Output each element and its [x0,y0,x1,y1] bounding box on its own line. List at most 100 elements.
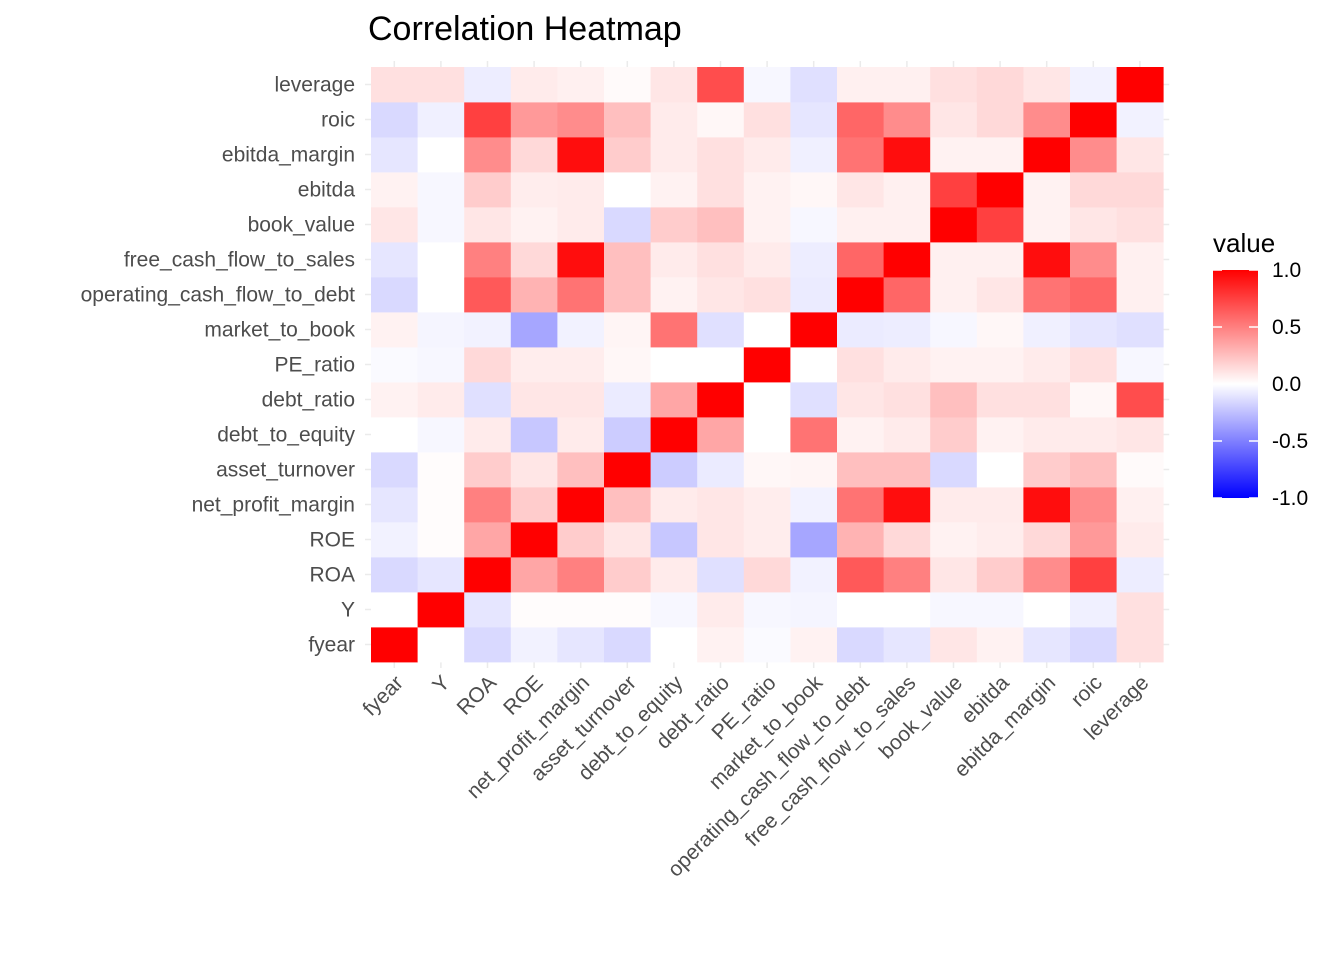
heatmap-cell-debt_ratio-ebitda_margin [697,137,745,173]
heatmap-cell-roic-ebitda [1070,172,1117,208]
heatmap-cell-book_value-ebitda [930,172,978,208]
heatmap-cell-debt_to_equity-ROA [650,557,698,593]
heatmap-cell-book_value-net_profit_margin [930,487,978,523]
heatmap-cell-ebitda-ROA [976,557,1024,593]
heatmap-cell-debt_ratio-debt_to_equity [697,417,745,453]
heatmap-cell-ROE-debt_to_equity [510,417,558,453]
heatmap-cell-net_profit_margin-roic [557,102,605,138]
y-tick-label: market_to_book [204,319,355,342]
heatmap-cell-Y-free_cash_flow_to_sales [417,242,465,278]
heatmap-cell-book_value-fyear [930,627,978,663]
heatmap-cell-debt_to_equity-debt_ratio [650,382,698,418]
heatmap-cell-asset_turnover-debt_ratio [604,382,651,418]
heatmap-cell-ebitda-Y [976,592,1024,628]
heatmap-cell-net_profit_margin-fyear [557,627,605,663]
heatmap-cell-ROA-debt_to_equity [464,417,512,453]
x-tick-label: Y [428,671,454,697]
heatmap-cell-net_profit_margin-leverage [557,67,605,103]
heatmap-cell-market_to_book-debt_to_equity [790,417,838,453]
heatmap-cell-operating_cash_flow_to_debt-net_profit_margin [837,487,884,523]
heatmap-cell-asset_turnover-ebitda [604,172,651,208]
heatmap-cell-free_cash_flow_to_sales-ebitda [883,172,931,208]
heatmap-cell-roic-fyear [1070,627,1117,663]
heatmap-cell-roic-asset_turnover [1070,452,1117,488]
heatmap-cell-leverage-PE_ratio [1116,347,1164,383]
heatmap-cell-ebitda-book_value [976,207,1024,243]
heatmap-cell-ebitda_margin-ebitda [1023,172,1071,208]
heatmap-cell-net_profit_margin-net_profit_margin [557,487,605,523]
heatmap-cell-debt_to_equity-ROE [650,522,698,558]
heatmap-cell-market_to_book-asset_turnover [790,452,838,488]
heatmap-cell-operating_cash_flow_to_debt-ebitda [837,172,884,208]
heatmap-cell-Y-fyear [417,627,465,663]
heatmap-cell-fyear-asset_turnover [371,452,418,488]
heatmap-cell-market_to_book-ebitda_margin [790,137,838,173]
heatmap-cell-roic-free_cash_flow_to_sales [1070,242,1117,278]
x-tick-label: ROA [453,671,501,719]
heatmap-cell-PE_ratio-ebitda_margin [743,137,791,173]
heatmap-cell-market_to_book-ebitda [790,172,838,208]
heatmap-cell-ROE-fyear [510,627,558,663]
heatmap-cell-debt_ratio-asset_turnover [697,452,745,488]
heatmap-cell-debt_ratio-fyear [697,627,745,663]
heatmap-cell-book_value-free_cash_flow_to_sales [930,242,978,278]
heatmap-cell-PE_ratio-operating_cash_flow_to_debt [743,277,791,313]
heatmap-cell-Y-ROA [417,557,465,593]
heatmap-cell-PE_ratio-net_profit_margin [743,487,791,523]
heatmap-cell-operating_cash_flow_to_debt-operating_cash_flow_to_debt [837,277,884,313]
heatmap-cell-operating_cash_flow_to_debt-ebitda_margin [837,137,884,173]
heatmap-cell-net_profit_margin-ROE [557,522,605,558]
y-axis-tick-labels: fyear Y ROA ROE net_profit_margin asset_turno… [81,74,356,657]
y-tick-label: fyear [308,634,355,657]
heatmap-cell-debt_ratio-debt_ratio [697,382,745,418]
heatmap-cell-net_profit_margin-ebitda [557,172,605,208]
heatmap-cell-debt_ratio-free_cash_flow_to_sales [697,242,745,278]
heatmap-cell-debt_to_equity-debt_to_equity [650,417,698,453]
heatmap-cell-fyear-operating_cash_flow_to_debt [371,277,418,313]
x-tick-label: fyear [359,671,408,720]
heatmap-cell-fyear-ebitda [371,172,418,208]
heatmap-cell-ebitda-free_cash_flow_to_sales [976,242,1024,278]
heatmap-cell-ebitda_margin-ROE [1023,522,1071,558]
heatmap-cell-debt_to_equity-free_cash_flow_to_sales [650,242,698,278]
heatmap-cell-roic-ROE [1070,522,1117,558]
heatmap-cell-ROA-market_to_book [464,312,512,348]
heatmap-cell-PE_ratio-book_value [743,207,791,243]
heatmap-cell-asset_turnover-free_cash_flow_to_sales [604,242,651,278]
heatmap-cell-PE_ratio-asset_turnover [743,452,791,488]
heatmap-cell-leverage-debt_ratio [1116,382,1164,418]
heatmap-cell-ebitda_margin-market_to_book [1023,312,1071,348]
heatmap-cell-Y-operating_cash_flow_to_debt [417,277,465,313]
heatmap-cell-asset_turnover-fyear [604,627,651,663]
heatmap-cell-Y-ebitda [417,172,465,208]
heatmap-cell-operating_cash_flow_to_debt-book_value [837,207,884,243]
y-tick-label: ebitda_margin [222,144,355,167]
heatmap-cell-market_to_book-market_to_book [790,312,838,348]
heatmap-cell-ebitda-debt_to_equity [976,417,1024,453]
heatmap-cell-operating_cash_flow_to_debt-PE_ratio [837,347,884,383]
heatmap-cell-ROA-ROA [464,557,512,593]
heatmap-cell-debt_to_equity-ebitda [650,172,698,208]
heatmap-cell-roic-leverage [1070,67,1117,103]
heatmap-cell-ebitda-PE_ratio [976,347,1024,383]
heatmap-cell-debt_ratio-PE_ratio [697,347,745,383]
heatmap-cell-ROE-book_value [510,207,558,243]
heatmap-cell-PE_ratio-ebitda [743,172,791,208]
legend-title: value [1213,228,1275,258]
heatmap-cell-net_profit_margin-asset_turnover [557,452,605,488]
heatmap-cell-ebitda_margin-free_cash_flow_to_sales [1023,242,1071,278]
y-tick-label: roic [321,109,355,132]
heatmap-cell-book_value-debt_ratio [930,382,978,418]
heatmap-cell-Y-ROE [417,522,465,558]
x-tick-label: roic [1067,671,1107,711]
heatmap-cell-fyear-debt_ratio [371,382,418,418]
heatmap-cell-book_value-asset_turnover [930,452,978,488]
heatmap-cell-fyear-Y [371,592,418,628]
heatmap-cell-Y-net_profit_margin [417,487,465,523]
heatmap-cell-ebitda_margin-asset_turnover [1023,452,1071,488]
legend-tick-label: 0.5 [1272,316,1301,339]
heatmap-cell-PE_ratio-fyear [743,627,791,663]
heatmap-cell-leverage-operating_cash_flow_to_debt [1116,277,1164,313]
heatmap-cell-free_cash_flow_to_sales-market_to_book [883,312,931,348]
